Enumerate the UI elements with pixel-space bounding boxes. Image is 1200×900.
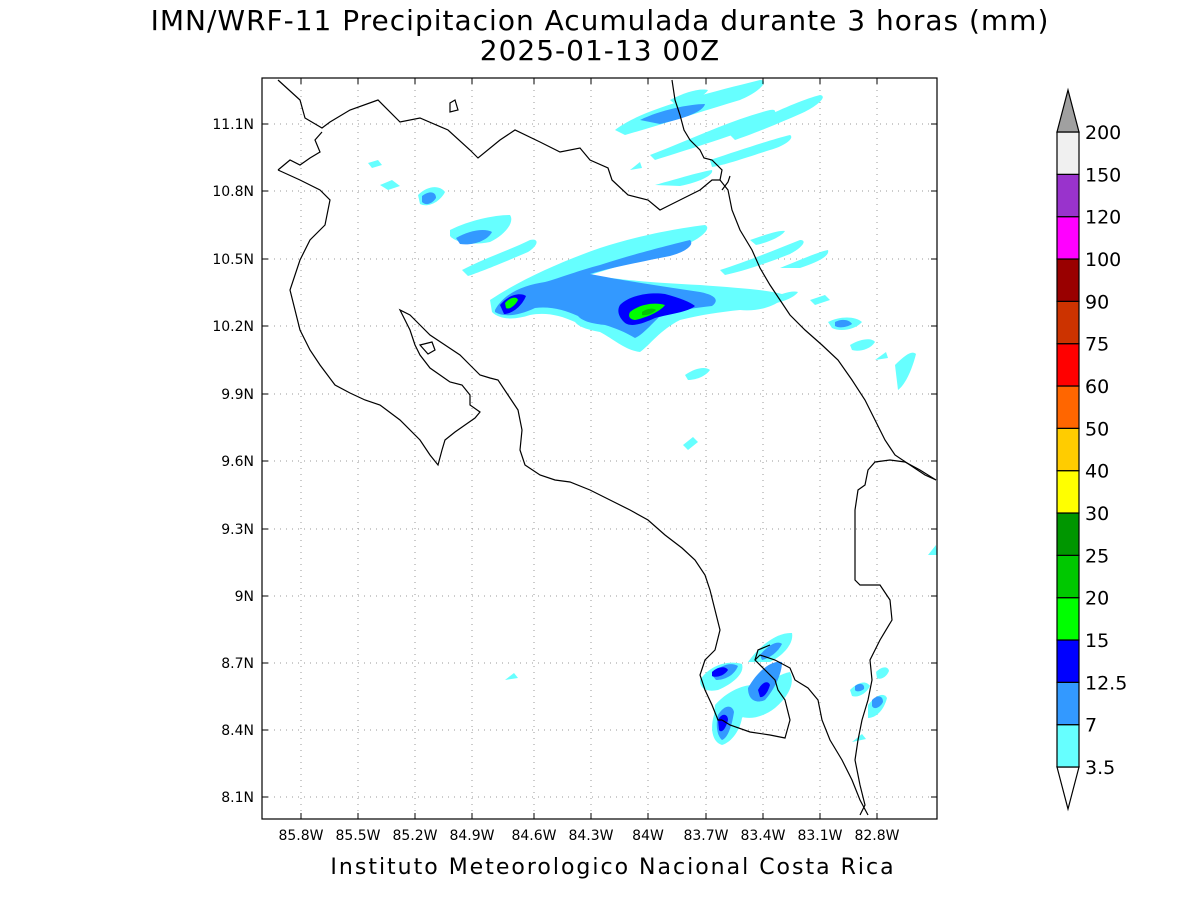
- colorbar-label: 3.5: [1085, 757, 1115, 779]
- colorbar-label: 75: [1085, 334, 1109, 356]
- lat-tick-label: 10.8N: [212, 184, 254, 200]
- colorbar-box: [1056, 385, 1080, 429]
- colorbar-box: [1056, 343, 1080, 387]
- coastline-borders: [277, 79, 937, 816]
- colorbar-min-triangle: [1056, 766, 1080, 812]
- colorbar-box: [1056, 131, 1080, 175]
- lat-tick-label: 9N: [235, 589, 254, 605]
- colorbar-box: [1056, 427, 1080, 472]
- lon-tick-label: 82.8W: [854, 828, 899, 844]
- colorbar-label: 100: [1085, 249, 1121, 271]
- colorbar-box: [1056, 639, 1080, 683]
- colorbar-label: 12.5: [1085, 672, 1127, 694]
- colorbar-max-triangle: [1056, 87, 1080, 133]
- precip-field: [368, 80, 937, 745]
- precip-moderate: [422, 104, 883, 740]
- colorbar-box: [1056, 300, 1080, 345]
- lat-tick-label: 8.1N: [221, 790, 254, 806]
- colorbar-label: 50: [1085, 418, 1109, 440]
- lat-tick-label: 11.1N: [212, 117, 254, 133]
- colorbar-box: [1056, 554, 1080, 599]
- colorbar-label: 7: [1085, 715, 1097, 737]
- lat-tick-label: 9.6N: [221, 454, 254, 470]
- map-grid: [262, 78, 937, 819]
- colorbar-label: 40: [1085, 461, 1109, 483]
- colorbar-label: 20: [1085, 588, 1109, 610]
- lon-tick-label: 85.8W: [278, 828, 323, 844]
- lat-tick-label: 9.9N: [221, 387, 254, 403]
- lat-tick-label: 9.3N: [221, 522, 254, 538]
- lon-tick-label: 84.9W: [449, 828, 494, 844]
- colorbar-box: [1056, 173, 1080, 218]
- colorbar-box: [1056, 724, 1080, 768]
- colorbar-label: 25: [1085, 545, 1109, 567]
- precip-extreme: [642, 308, 656, 316]
- lon-tick-label: 84.3W: [568, 828, 613, 844]
- footer-credit: Instituto Meteorologico Nacional Costa R…: [330, 855, 896, 880]
- lon-tick-label: 85.2W: [392, 828, 437, 844]
- map-frame: [261, 77, 938, 820]
- lon-tick-label: 84.6W: [511, 828, 556, 844]
- colorbar-label: 30: [1085, 503, 1109, 525]
- lon-tick-label: 83.4W: [740, 828, 785, 844]
- map-subtitle-date: 2025-01-13 00Z: [479, 34, 721, 67]
- colorbar-box: [1056, 512, 1080, 556]
- colorbar-legend: 3.5 7 12.5 15 20 25 30 40 50 60 75 90 100 120 150 200: [1056, 87, 1127, 812]
- lon-tick-label: 85.5W: [335, 828, 380, 844]
- colorbar-box: [1056, 681, 1080, 726]
- lat-tick-label: 8.7N: [221, 656, 254, 672]
- lon-tick-label: 83.1W: [797, 828, 842, 844]
- map-axes: 85.8W 85.5W 85.2W 84.9W 84.6W 84.3W 84W 83.7W 83…: [212, 78, 937, 844]
- precip-light: [368, 80, 937, 745]
- lat-tick-label: 10.2N: [212, 319, 254, 335]
- map-title: IMN/WRF-11 Precipitacion Acumulada duran…: [150, 4, 1050, 37]
- colorbar-label: 200: [1085, 122, 1121, 144]
- colorbar-box: [1056, 216, 1080, 260]
- colorbar-box: [1056, 258, 1080, 302]
- lon-tick-label: 83.7W: [683, 828, 728, 844]
- lat-tick-label: 8.4N: [221, 723, 254, 739]
- lon-tick-label: 84W: [632, 828, 664, 844]
- lat-tick-label: 10.5N: [212, 252, 254, 268]
- colorbar-label: 120: [1085, 207, 1121, 229]
- colorbar-label: 90: [1085, 291, 1109, 313]
- colorbar-box: [1056, 597, 1080, 641]
- colorbar-box: [1056, 470, 1080, 514]
- colorbar-label: 60: [1085, 376, 1109, 398]
- colorbar-label: 15: [1085, 630, 1109, 652]
- colorbar-label: 150: [1085, 164, 1121, 186]
